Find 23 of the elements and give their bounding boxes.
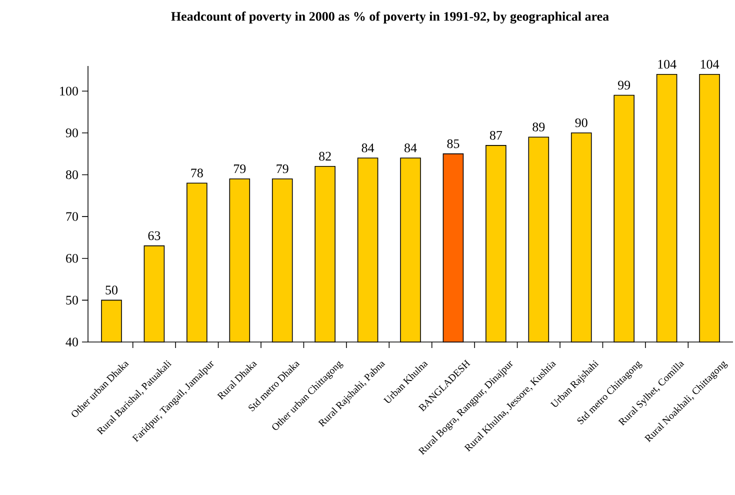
y-tick-label: 50 (66, 296, 78, 305)
chart-title: Headcount of poverty in 2000 as % of poverty in 1991-92, by geographical area (171, 12, 609, 24)
data-label: 78 (191, 168, 203, 178)
y-tick-label: 60 (66, 254, 78, 263)
data-label: 104 (658, 60, 676, 69)
data-label: 50 (106, 286, 118, 294)
data-label: 104 (700, 60, 720, 69)
data-label: 90 (575, 118, 588, 128)
y-tick-label: 40 (66, 338, 78, 346)
data-label: 82 (319, 152, 331, 161)
y-tick-label: 100 (60, 86, 78, 96)
data-label: 87 (490, 130, 502, 140)
data-label: 79 (276, 164, 288, 174)
data-label: 84 (362, 144, 374, 152)
y-tick-label: 80 (66, 170, 78, 180)
data-label: 85 (447, 139, 460, 148)
data-label: 63 (148, 231, 160, 240)
y-tick-label: 70 (66, 212, 78, 221)
data-label: 79 (234, 164, 246, 174)
data-label: 89 (532, 122, 545, 132)
data-label: 84 (404, 144, 417, 152)
data-label: 99 (618, 80, 630, 90)
y-tick-label: 90 (66, 128, 78, 138)
